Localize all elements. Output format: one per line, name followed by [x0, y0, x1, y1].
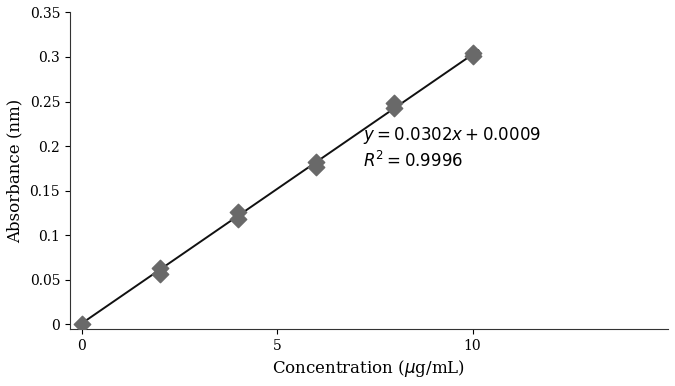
Point: [233, 209, 244, 215]
Point: [155, 265, 165, 271]
Point: [155, 271, 165, 277]
Point: [467, 53, 478, 59]
Point: [310, 164, 321, 171]
X-axis label: Concentration ($\mu$g/mL): Concentration ($\mu$g/mL): [273, 358, 466, 379]
Text: $y = 0.0302x + 0.0009$: $y = 0.0302x + 0.0009$: [363, 125, 541, 146]
Point: [467, 50, 478, 56]
Y-axis label: Absorbance (nm): Absorbance (nm): [7, 98, 24, 243]
Point: [389, 100, 400, 107]
Point: [389, 105, 400, 111]
Point: [76, 321, 87, 327]
Point: [233, 216, 244, 222]
Text: $R^2 = 0.9996$: $R^2 = 0.9996$: [363, 151, 463, 171]
Point: [310, 159, 321, 165]
